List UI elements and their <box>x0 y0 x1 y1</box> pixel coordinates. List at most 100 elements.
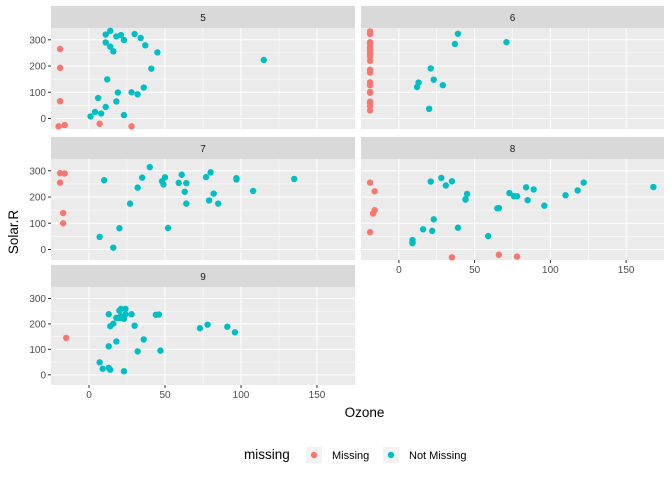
data-point-not-missing <box>140 84 147 91</box>
data-point-not-missing <box>154 49 161 56</box>
data-point-not-missing <box>231 329 239 336</box>
data-point-not-missing <box>110 48 117 55</box>
facet-strip-label: 7 <box>200 144 206 155</box>
x-axis-title: Ozone <box>345 405 385 420</box>
data-point-missing <box>366 53 374 60</box>
data-point-not-missing <box>196 325 204 332</box>
data-point-not-missing <box>485 232 492 240</box>
data-point-not-missing <box>430 76 437 83</box>
facet-strip <box>361 137 664 159</box>
data-point-not-missing <box>522 184 530 191</box>
x-tick-label: 50 <box>159 390 171 401</box>
data-point-not-missing <box>183 200 190 207</box>
data-point-missing <box>366 44 374 52</box>
data-point-not-missing <box>439 81 447 89</box>
x-tick-label: 100 <box>233 390 250 401</box>
data-point-not-missing <box>207 169 214 176</box>
data-point-not-missing <box>107 43 114 50</box>
data-point-missing <box>61 121 68 129</box>
data-point-missing <box>55 123 62 130</box>
legend-title: missing <box>244 447 290 462</box>
facet-strip <box>51 265 355 287</box>
data-point-not-missing <box>113 98 120 105</box>
data-point-not-missing <box>99 365 106 372</box>
data-point-missing <box>366 98 374 105</box>
data-point-not-missing <box>102 103 109 111</box>
data-point-not-missing <box>451 40 459 48</box>
data-point-not-missing <box>122 311 129 318</box>
x-tick-label: 50 <box>469 265 481 276</box>
y-tick-label: 100 <box>29 88 46 99</box>
data-point-not-missing <box>122 305 129 313</box>
data-point-missing <box>56 97 64 105</box>
data-point-not-missing <box>97 110 105 117</box>
x-tick-label: 150 <box>309 390 326 401</box>
facet-panel-7: 7 0 100 200 300 <box>29 137 355 260</box>
legend-entries: Missing Not Missing <box>306 447 466 463</box>
data-point-not-missing <box>120 36 128 44</box>
y-tick-label: 200 <box>29 193 46 204</box>
data-point-not-missing <box>178 171 185 178</box>
data-point-missing <box>366 88 374 96</box>
data-point-not-missing <box>157 347 164 354</box>
data-point-not-missing <box>128 89 135 96</box>
data-point-not-missing <box>233 174 240 182</box>
data-point-not-missing <box>91 108 99 116</box>
data-point-not-missing <box>117 31 125 39</box>
data-point-not-missing <box>183 179 190 187</box>
y-axis-title: Solar.R <box>6 210 21 255</box>
data-point-missing <box>371 188 378 195</box>
legend-key-missing <box>310 451 318 459</box>
y-tick-label: 200 <box>29 319 46 330</box>
data-point-not-missing <box>96 233 103 241</box>
data-point-not-missing <box>510 193 518 200</box>
data-point-not-missing <box>114 89 122 96</box>
data-point-not-missing <box>117 305 125 313</box>
data-point-not-missing <box>503 38 510 46</box>
data-point-not-missing <box>102 39 109 46</box>
data-point-missing <box>513 253 521 260</box>
data-point-not-missing <box>105 311 112 318</box>
data-point-not-missing <box>181 188 188 195</box>
facet-strip-label: 6 <box>510 13 516 24</box>
data-point-not-missing <box>137 34 144 42</box>
data-point-missing <box>366 69 374 76</box>
data-point-not-missing <box>462 196 469 203</box>
data-point-missing <box>366 228 374 236</box>
data-point-not-missing <box>146 163 153 171</box>
data-point-missing <box>495 251 503 258</box>
data-point-not-missing <box>96 359 103 366</box>
data-point-not-missing <box>120 368 128 375</box>
data-point-not-missing <box>102 31 109 38</box>
facet-strip <box>51 6 355 28</box>
data-point-not-missing <box>427 65 434 72</box>
data-point-missing <box>56 64 64 72</box>
data-point-missing <box>366 79 374 86</box>
data-point-not-missing <box>427 178 434 185</box>
data-point-not-missing <box>161 174 169 181</box>
data-point-not-missing <box>249 187 257 195</box>
data-point-not-missing <box>134 91 141 98</box>
data-point-missing <box>56 179 64 186</box>
x-tick-label: 0 <box>86 390 92 401</box>
data-point-not-missing <box>140 336 147 343</box>
data-point-not-missing <box>562 192 569 199</box>
legend-label-missing: Missing <box>332 450 369 462</box>
data-point-missing <box>366 30 374 38</box>
data-point-not-missing <box>104 76 111 83</box>
facet-panel-9: 9 0 100 200 300 0 50 100 150 <box>29 265 355 401</box>
facet-strip <box>361 6 664 28</box>
data-point-not-missing <box>574 187 581 194</box>
data-point-missing <box>62 334 70 342</box>
y-tick-label: 300 <box>29 166 46 177</box>
data-point-not-missing <box>134 184 141 191</box>
data-point-not-missing <box>204 321 211 328</box>
data-point-not-missing <box>419 226 427 233</box>
data-point-not-missing <box>494 205 501 212</box>
data-point-not-missing <box>116 225 123 232</box>
data-point-not-missing <box>650 183 657 191</box>
data-point-missing <box>61 170 68 177</box>
data-point-missing <box>59 209 67 217</box>
data-point-not-missing <box>175 179 182 187</box>
